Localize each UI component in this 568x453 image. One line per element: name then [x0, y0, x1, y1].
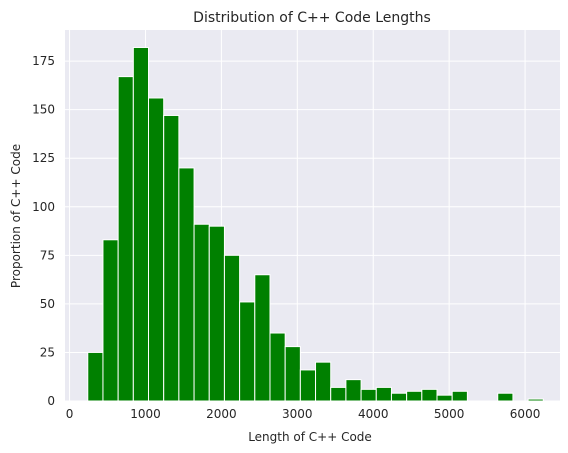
x-tick-label-1: 1000	[130, 407, 161, 421]
histogram-bar-27	[497, 392, 514, 402]
histogram-bar-15	[315, 361, 332, 402]
y-tick-label-2: 50	[40, 297, 55, 311]
x-tick-label-2: 2000	[206, 407, 237, 421]
histogram-bar-19	[375, 386, 392, 402]
histogram-bar-11	[254, 274, 271, 402]
histogram-bar-29	[527, 398, 544, 402]
histogram-bar-4	[148, 97, 165, 402]
histogram-bar-12	[269, 332, 286, 402]
histogram-bar-23	[436, 394, 453, 402]
x-axis-title: Length of C++ Code	[248, 430, 372, 444]
x-tick-label-0: 0	[66, 407, 74, 421]
x-tick-labels: 0 1000 2000 3000 4000 5000 6000	[66, 407, 541, 421]
y-tick-label-7: 175	[32, 54, 55, 68]
histogram-bar-22	[421, 388, 438, 402]
histogram-bar-9	[223, 254, 241, 402]
y-tick-label-3: 75	[40, 248, 55, 262]
x-tick-label-3: 3000	[282, 407, 313, 421]
histogram-bar-20	[390, 392, 408, 402]
histogram-bar-7	[193, 223, 210, 402]
histogram-bar-18	[360, 388, 377, 402]
histogram-bar-5	[163, 114, 180, 402]
histogram-bar-17	[345, 379, 362, 402]
histogram-bar-2	[117, 76, 134, 402]
histogram-bars	[87, 46, 544, 402]
y-tick-label-4: 100	[32, 200, 55, 214]
y-tick-label-5: 125	[32, 151, 55, 165]
x-tick-label-5: 5000	[434, 407, 465, 421]
histogram-bar-14	[299, 369, 317, 402]
y-tick-labels: 0 25 50 75 100 125 150 175	[32, 54, 55, 408]
histogram-bar-24	[451, 390, 468, 402]
y-tick-label-0: 0	[47, 394, 55, 408]
histogram-bar-16	[330, 386, 347, 402]
histogram-bar-0	[87, 351, 104, 402]
histogram-bar-13	[284, 346, 301, 402]
histogram-bar-21	[406, 390, 423, 402]
histogram-bar-10	[239, 301, 256, 402]
x-tick-label-4: 4000	[358, 407, 389, 421]
histogram-bar-6	[178, 167, 195, 402]
histogram-bar-1	[102, 239, 119, 402]
histogram-bar-3	[132, 46, 150, 402]
chart-title: Distribution of C++ Code Lengths	[193, 10, 431, 26]
y-tick-label-1: 25	[40, 345, 55, 359]
x-tick-label-6: 6000	[510, 407, 541, 421]
histogram-bar-8	[208, 225, 225, 402]
y-tick-label-6: 150	[32, 103, 55, 117]
y-axis-title: Proportion of C++ Code	[9, 144, 23, 288]
